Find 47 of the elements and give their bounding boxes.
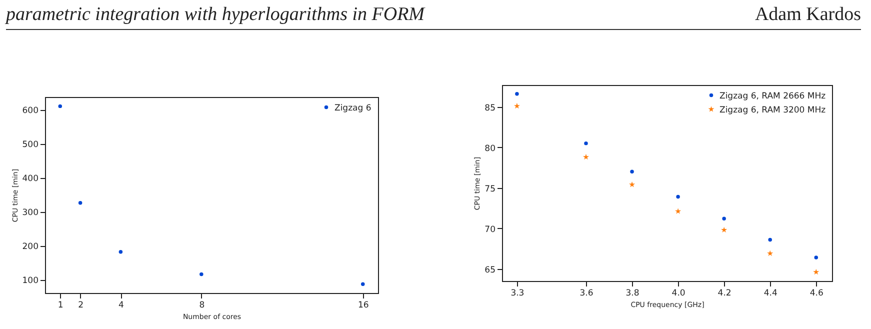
y-tick-label: 200 <box>22 242 38 252</box>
y-tick-label: 70 <box>484 224 496 235</box>
text: parametric integration with hyperlogarithms in FORM <box>6 4 425 26</box>
y-tick-label: 400 <box>22 174 38 184</box>
y-tick-label: 100 <box>22 276 38 286</box>
x-tick-label: 4.2 <box>718 288 732 298</box>
point <box>721 226 728 233</box>
point <box>675 208 682 214</box>
point <box>58 104 62 108</box>
x-tick-label: 3.8 <box>626 288 640 298</box>
legend-label: Zigzag 6, RAM 2666 MHz <box>720 91 826 102</box>
x-tick-label: 1 <box>58 300 64 310</box>
x-tick-label: 8 <box>199 300 205 310</box>
y-tick-label: 300 <box>22 208 38 218</box>
point <box>767 250 774 256</box>
x-tick-label: 4.4 <box>764 288 778 298</box>
point <box>584 141 588 146</box>
point <box>629 181 636 188</box>
x-tick-label: 3.3 <box>510 288 524 298</box>
x-tick-label: 3.6 <box>580 288 594 298</box>
x-tick-label: 4.6 <box>810 288 824 298</box>
point <box>514 102 520 109</box>
point <box>630 170 634 174</box>
point <box>515 92 519 96</box>
point <box>360 282 365 286</box>
point <box>814 256 818 260</box>
y-tick-label: 85 <box>484 103 496 114</box>
x-tick-label: 16 <box>358 300 369 310</box>
x-tick-label: 2 <box>78 300 84 310</box>
point <box>78 200 82 205</box>
text: Adam Kardos <box>754 4 861 26</box>
legend-label: Zigzag 6 <box>334 103 372 114</box>
point <box>118 250 123 254</box>
point <box>582 154 590 160</box>
point <box>768 238 772 242</box>
legend-label: Zigzag 6, RAM 3200 MHz <box>720 105 826 116</box>
y-tick-label: 65 <box>484 265 496 276</box>
x-tick-label: 4.0 <box>672 288 686 298</box>
y-tick-label: 500 <box>22 140 38 150</box>
y-tick-label: 75 <box>484 184 496 194</box>
x-tick-label: 4 <box>118 300 124 310</box>
point <box>722 216 726 221</box>
point <box>813 268 820 275</box>
y-tick-label: 600 <box>22 106 38 116</box>
point <box>676 194 680 199</box>
point <box>200 272 204 276</box>
y-tick-label: 80 <box>484 144 496 154</box>
